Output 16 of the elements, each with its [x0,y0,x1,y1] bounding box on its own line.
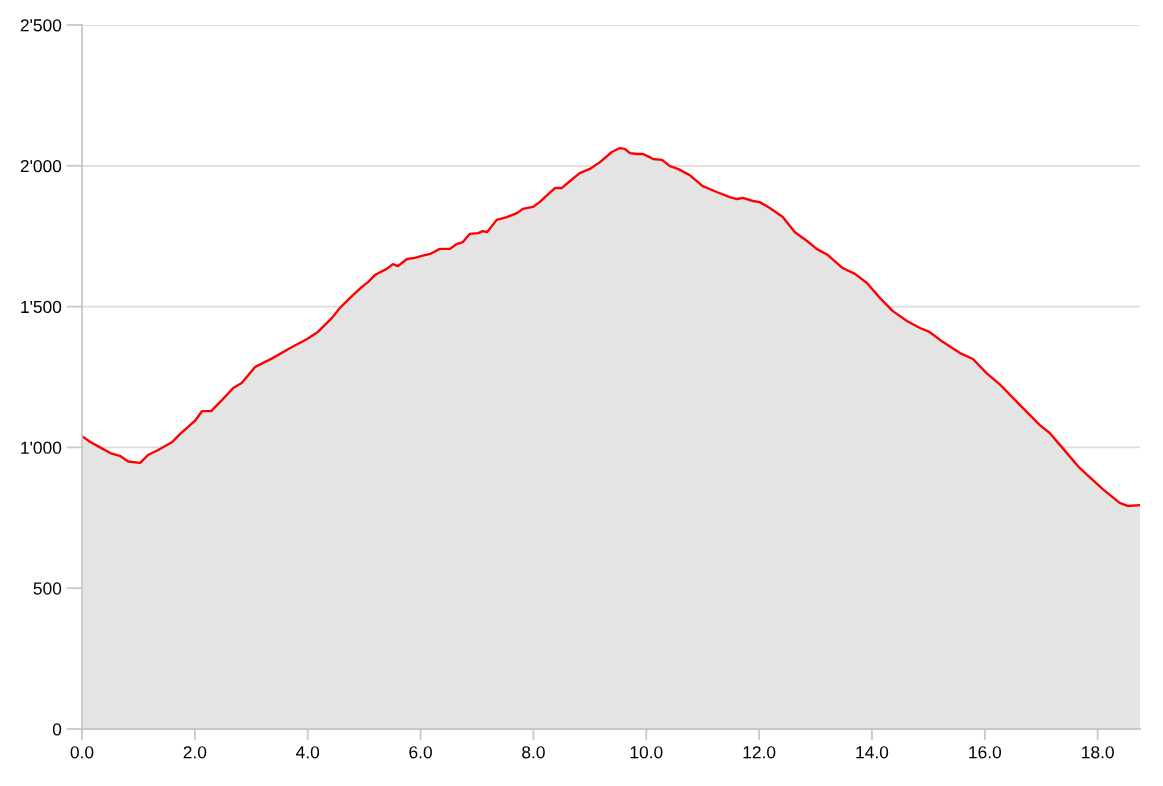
x-tick-label: 14.0 [856,746,889,759]
x-tick-label: 12.0 [743,746,776,759]
x-tick-label: 10.0 [630,746,663,759]
y-tick-label: 2'500 [20,19,62,32]
y-tick-label: 2'000 [20,159,62,173]
x-tick-label: 4.0 [296,746,320,759]
x-tick-label: 6.0 [409,746,432,759]
y-tick-label: 0 [52,723,62,736]
x-tick-label: 0.0 [70,746,94,759]
x-tick-label: 16.0 [969,746,1002,759]
y-tick-label: 1'000 [21,441,62,454]
y-tick-label: 500 [33,582,62,595]
x-tick-label: 8.0 [522,746,545,759]
y-tick-label: 1'500 [21,300,62,314]
x-tick-label: 2.0 [183,746,207,759]
x-tick-label: 18.0 [1082,746,1114,759]
